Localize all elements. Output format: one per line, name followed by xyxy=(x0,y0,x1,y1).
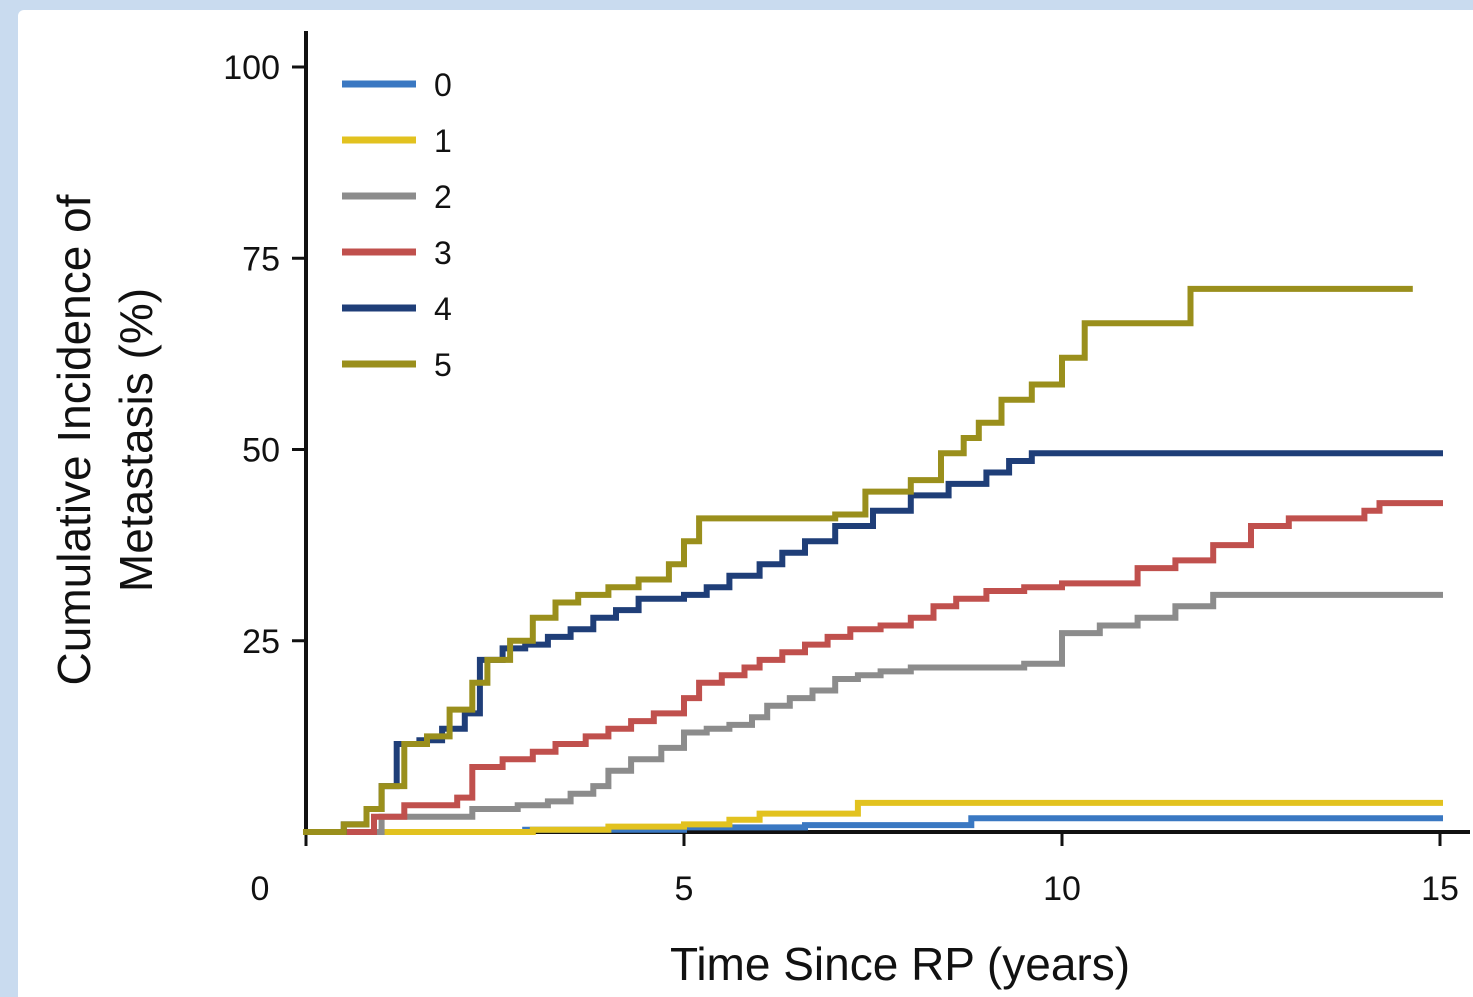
y-axis-title-line-1: Cumulative Incidence of xyxy=(48,194,100,685)
x-tick-label: 15 xyxy=(1421,870,1459,908)
cumulative-incidence-chart: 0 5 10 15 25 50 75 100 0 1 2 3 4 5 Time Since RP (ye… xyxy=(48,31,1470,990)
legend-label-2: 2 xyxy=(434,179,452,215)
legend-label-1: 1 xyxy=(434,123,452,159)
legend: 0 1 2 3 4 5 xyxy=(342,67,452,383)
figure-panel: 0 5 10 15 25 50 75 100 0 1 2 3 4 5 Time Since RP (ye… xyxy=(18,10,1473,997)
legend-label-0: 0 xyxy=(434,67,452,103)
y-tick-label: 50 xyxy=(242,432,280,470)
series-line-1 xyxy=(303,799,1443,835)
series-line-4 xyxy=(303,450,1443,835)
legend-label-4: 4 xyxy=(434,291,452,327)
y-axis-title-line-2: Metastasis (%) xyxy=(110,288,162,592)
y-tick-label: 25 xyxy=(242,623,280,661)
y-tick-label: 75 xyxy=(242,240,280,278)
series-line-5 xyxy=(303,285,1413,835)
x-tick-label: 0 xyxy=(251,870,270,908)
series-layer xyxy=(303,285,1443,835)
y-axis-title: Cumulative Incidence of Metastasis (%) xyxy=(48,194,162,685)
x-axis-title: Time Since RP (years) xyxy=(670,938,1130,990)
legend-label-5: 5 xyxy=(434,347,452,383)
x-tick-label: 5 xyxy=(675,870,694,908)
y-tick-label: 100 xyxy=(223,49,280,87)
series-line-3 xyxy=(303,500,1443,835)
series-line-2 xyxy=(303,591,1443,835)
legend-label-3: 3 xyxy=(434,235,452,271)
x-tick-label: 10 xyxy=(1043,870,1081,908)
